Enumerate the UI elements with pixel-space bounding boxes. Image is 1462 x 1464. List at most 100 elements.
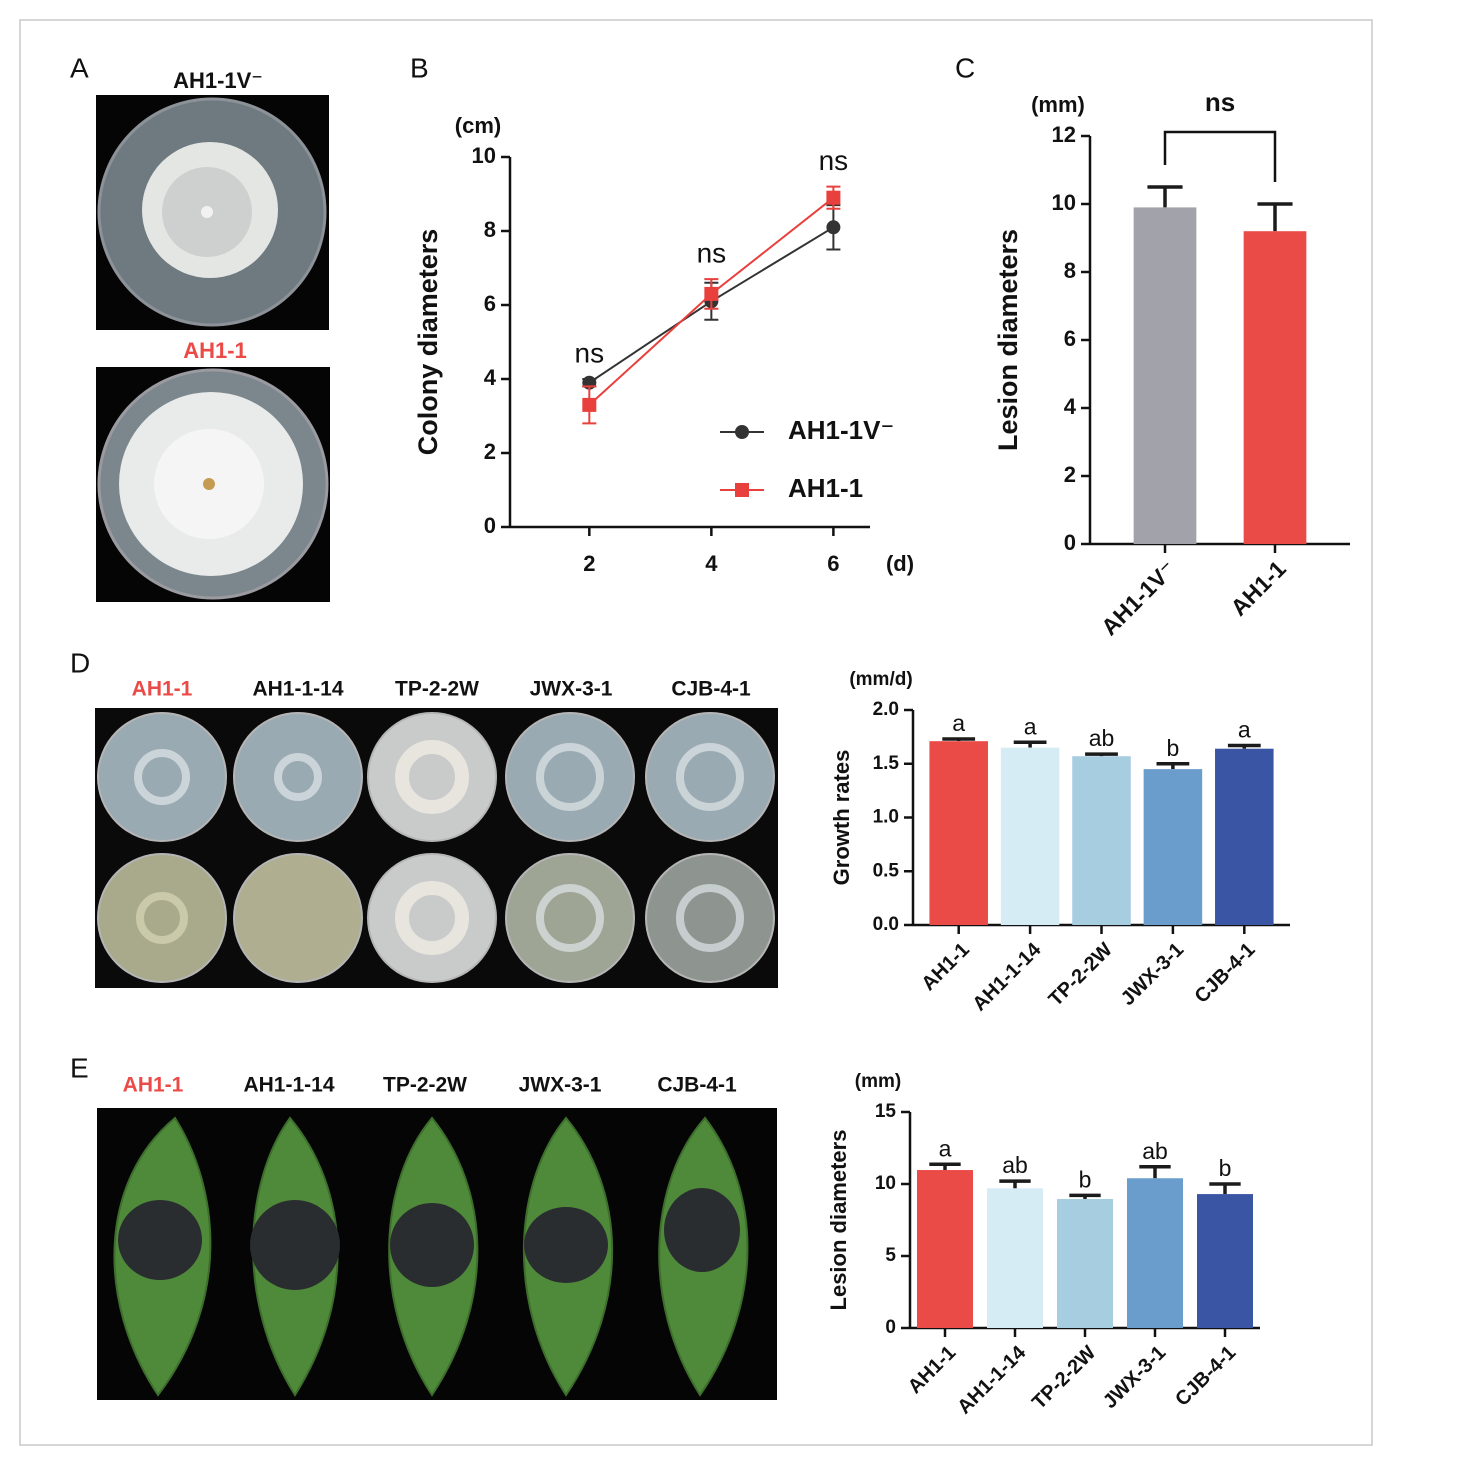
y-unit: (mm) [1031, 92, 1085, 117]
photo-label: TP-2-2W [395, 678, 479, 701]
x-tick-label: 2 [583, 551, 595, 576]
y-axis-label: Lesion diameters [993, 229, 1023, 451]
point [826, 220, 841, 235]
bar [987, 1188, 1043, 1328]
photo-label: AH1-1V⁻ [173, 68, 263, 93]
legend-marker [735, 483, 749, 497]
y-tick-label: 0 [1064, 530, 1076, 555]
significance-letter: a [952, 710, 965, 736]
photo-label: AH1-1 [123, 1074, 184, 1097]
error-bar [942, 737, 976, 742]
y-axis-label: Colony diameters [413, 229, 443, 456]
bar [1072, 756, 1131, 925]
photo-d [95, 708, 778, 988]
significance-letter: b [1079, 1166, 1092, 1192]
bar [1000, 747, 1060, 925]
significance-letter: ab [1089, 725, 1115, 751]
y-unit: (cm) [455, 113, 501, 138]
y-tick-label: 10 [875, 1173, 896, 1194]
bar [1127, 1178, 1183, 1328]
y-tick-label: 8 [1064, 258, 1076, 283]
y-tick-label: 8 [484, 217, 496, 242]
y-tick-label: 6 [1064, 326, 1076, 351]
significance-letter: b [1167, 735, 1180, 761]
x-tick-label: 6 [827, 551, 839, 576]
bar [917, 1170, 973, 1328]
photo-label: TP-2-2W [383, 1074, 467, 1097]
annotation: ns [575, 337, 605, 368]
error-bar [1209, 1182, 1241, 1195]
legend-marker [735, 425, 749, 439]
photo-label: AH1-1-14 [252, 678, 343, 701]
photo-label: JWX-3-1 [530, 678, 613, 701]
photo-label: CJB-4-1 [657, 1074, 737, 1097]
panel-letter: E [70, 1052, 89, 1083]
panel-letter: B [410, 52, 429, 83]
bar [1197, 1194, 1253, 1328]
panel-letter: A [70, 52, 89, 83]
error-bar [1257, 202, 1293, 232]
point [704, 286, 719, 301]
y-tick-label: 4 [1064, 394, 1077, 419]
y-tick-label: 4 [484, 365, 497, 390]
significance-letter: ab [1002, 1152, 1028, 1178]
photo-label: AH1-1 [183, 338, 247, 363]
photo-a [96, 95, 330, 602]
y-tick-label: 2.0 [873, 699, 899, 720]
panel-letter: D [70, 647, 90, 678]
y-tick-label: 12 [1052, 122, 1076, 147]
photo-label: JWX-3-1 [519, 1074, 602, 1097]
y-tick-label: 1.0 [873, 807, 899, 828]
annotation: ns [819, 145, 849, 176]
photo-label: AH1-1-14 [243, 1074, 334, 1097]
y-tick-label: 1.5 [873, 753, 900, 774]
y-tick-label: 10 [472, 143, 496, 168]
y-tick-label: 10 [1052, 190, 1076, 215]
y-tick-label: 0.5 [873, 860, 900, 881]
y-tick-label: 15 [875, 1101, 897, 1122]
error-bar [929, 1162, 961, 1171]
bar [1143, 769, 1203, 925]
legend-label: AH1-1 [788, 473, 863, 503]
legend-label: AH1-1V⁻ [788, 415, 894, 445]
x-unit: (d) [886, 551, 914, 576]
error-bar [1147, 185, 1183, 208]
bar [1243, 231, 1307, 544]
y-tick-label: 2 [1064, 462, 1076, 487]
y-unit: (mm) [855, 1071, 901, 1092]
y-tick-label: 0 [484, 513, 496, 538]
photo-label: AH1-1 [132, 678, 193, 701]
point [826, 190, 841, 205]
error-bar [1013, 740, 1047, 748]
y-tick-label: 0 [885, 1317, 896, 1338]
error-bar [1139, 1164, 1171, 1179]
photo-e [97, 1108, 777, 1400]
bar [1215, 748, 1274, 925]
y-unit: (mm/d) [849, 669, 912, 690]
y-axis-label: Growth rates [829, 750, 854, 886]
y-tick-label: 5 [885, 1245, 896, 1266]
significance-letter: a [1024, 713, 1037, 739]
bar [1133, 207, 1197, 544]
significance-letter: a [939, 1135, 952, 1161]
annotation: ns [697, 237, 727, 268]
error-bar [1227, 743, 1261, 749]
error-bar [1085, 752, 1118, 757]
point [582, 397, 597, 412]
error-bar [999, 1179, 1031, 1189]
x-tick-label: 4 [705, 551, 718, 576]
error-bar [1069, 1193, 1101, 1199]
significance-letter: a [1238, 717, 1251, 743]
y-tick-label: 0.0 [873, 914, 899, 935]
photo-label: CJB-4-1 [671, 678, 751, 701]
comparison-bracket [1163, 130, 1277, 182]
panel-letter: C [955, 52, 975, 83]
bar [929, 741, 988, 925]
significance-letter: b [1219, 1155, 1232, 1181]
significance-letter: ab [1142, 1138, 1168, 1164]
comparison-label: ns [1205, 87, 1235, 117]
y-tick-label: 2 [484, 439, 496, 464]
y-axis-label: Lesion diameters [826, 1130, 851, 1311]
y-tick-label: 6 [484, 291, 496, 316]
